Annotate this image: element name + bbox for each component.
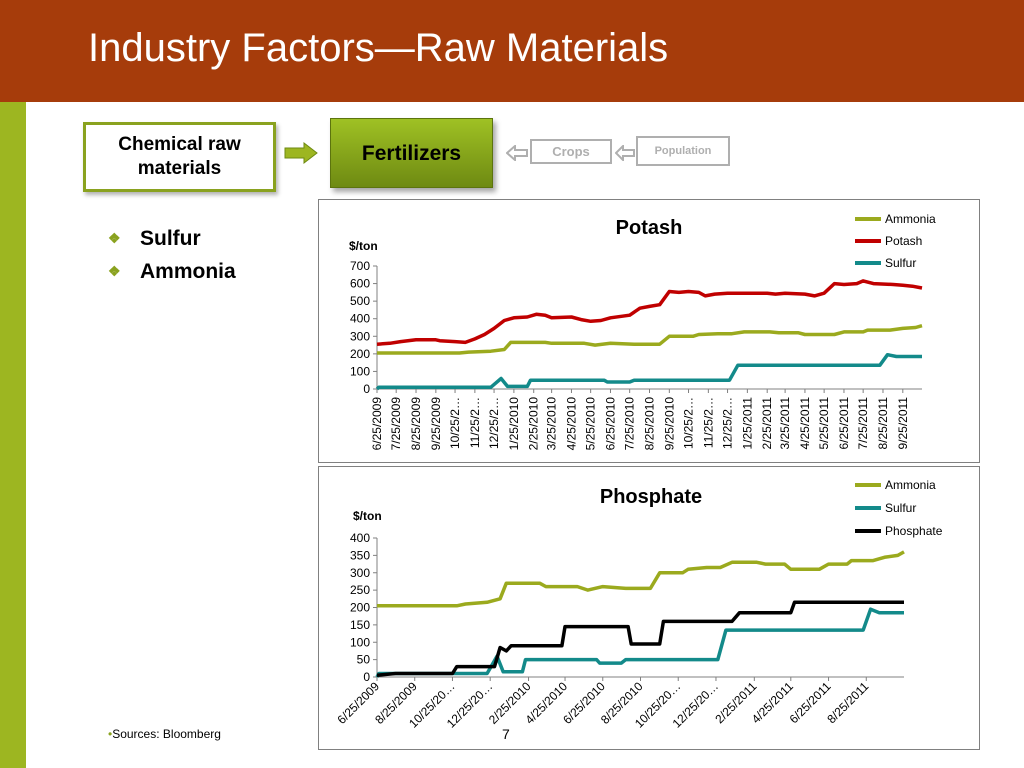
fertilizers-box: Fertilizers bbox=[330, 118, 493, 188]
y-tick-label: 50 bbox=[357, 653, 371, 667]
legend-label: Phosphate bbox=[885, 524, 943, 538]
fertilizers-label: Fertilizers bbox=[361, 142, 462, 165]
green-arrow-icon bbox=[284, 142, 318, 164]
x-tick-label: 11/25/2… bbox=[468, 397, 482, 448]
x-tick-label: 9/25/2010 bbox=[662, 397, 676, 451]
series-line-potash bbox=[376, 279, 923, 346]
bullet-text: Ammonia bbox=[140, 259, 236, 283]
x-tick-label: 4/25/2011 bbox=[798, 397, 812, 450]
x-tick-label: 12/25/2… bbox=[721, 397, 735, 449]
x-tick-label: 10/25/2… bbox=[448, 397, 462, 449]
x-tick-label: 7/25/2010 bbox=[623, 397, 637, 451]
diamond-bullet-icon: ❖ bbox=[108, 230, 121, 246]
x-tick-label: 8/25/2011 bbox=[824, 679, 871, 726]
x-tick-label: 5/25/2011 bbox=[817, 397, 831, 450]
y-tick-label: 300 bbox=[350, 566, 370, 580]
crops-label: Crops bbox=[552, 144, 590, 159]
x-tick-label: 8/25/2009 bbox=[409, 397, 423, 451]
y-tick-label: 400 bbox=[350, 312, 370, 326]
sources-note: •Sources: Bloomberg bbox=[108, 727, 221, 741]
bullet-dot-icon: • bbox=[108, 727, 113, 741]
bullet-text: Sulfur bbox=[140, 226, 201, 250]
x-tick-label: 7/25/2009 bbox=[389, 397, 403, 451]
x-tick-label: 8/25/2010 bbox=[643, 397, 657, 451]
sources-text: Sources: Bloomberg bbox=[112, 727, 221, 741]
bullet-item: ❖ Ammonia bbox=[108, 255, 236, 288]
chart-title: Potash bbox=[616, 217, 683, 239]
y-tick-label: 400 bbox=[350, 531, 370, 545]
x-tick-label: 3/25/2011 bbox=[778, 397, 792, 450]
series-line-ammonia bbox=[377, 324, 923, 355]
crops-box: Crops bbox=[530, 139, 612, 164]
y-tick-label: 100 bbox=[350, 364, 370, 378]
legend-label: Sulfur bbox=[885, 501, 916, 515]
phosphate-chart-svg: Phosphate$/ton0501001502002503003504006/… bbox=[334, 478, 943, 731]
population-label: Population bbox=[654, 145, 712, 157]
y-tick-label: 500 bbox=[350, 294, 370, 308]
y-tick-label: 700 bbox=[350, 259, 370, 273]
slide-title: Industry Factors—Raw Materials bbox=[88, 26, 669, 70]
y-tick-label: 0 bbox=[363, 670, 370, 684]
x-tick-label: 9/25/2009 bbox=[429, 397, 443, 451]
y-tick-label: 250 bbox=[350, 583, 370, 597]
chemical-raw-materials-label: Chemical raw materials bbox=[118, 134, 241, 179]
x-tick-label: 7/25/2011 bbox=[856, 397, 870, 450]
bullet-list: ❖ Sulfur ❖ Ammonia bbox=[108, 222, 236, 288]
y-tick-label: 300 bbox=[350, 329, 370, 343]
x-tick-label: 5/25/2010 bbox=[584, 397, 598, 451]
series-line-sulfur bbox=[375, 352, 922, 391]
y-tick-label: 150 bbox=[350, 618, 370, 632]
x-tick-label: 6/25/2010 bbox=[603, 397, 617, 451]
series-line-ammonia bbox=[377, 550, 905, 608]
bullet-item: ❖ Sulfur bbox=[108, 222, 236, 255]
gray-arrow-left-icon bbox=[615, 145, 635, 161]
potash-chart-svg: Potash $/ton 0 100 200 300 400 500 600 700 6/25/20… bbox=[349, 212, 936, 451]
x-tick-label: 1/25/2011 bbox=[740, 397, 754, 450]
slide-header: Industry Factors—Raw Materials bbox=[0, 0, 1024, 102]
x-tick-label: 12/25/2… bbox=[487, 397, 501, 449]
y-tick-label: 0 bbox=[363, 382, 370, 396]
chemical-raw-materials-box: Chemical raw materials bbox=[83, 122, 276, 192]
x-tick-label: 3/25/2010 bbox=[545, 397, 559, 451]
phosphate-chart: Phosphate $/ton 0 50 100 150 200 250 300 350 400 6/… bbox=[318, 466, 980, 750]
y-axis-label: $/ton bbox=[353, 509, 382, 523]
legend-label: Ammonia bbox=[885, 212, 936, 226]
series-line-phosphate bbox=[376, 600, 904, 678]
x-tick-label: 9/25/2011 bbox=[896, 397, 910, 450]
x-tick-label: 2/25/2011 bbox=[760, 397, 774, 450]
y-tick-label: 600 bbox=[350, 277, 370, 291]
y-tick-label: 350 bbox=[350, 548, 370, 562]
series-line-sulfur bbox=[375, 607, 904, 678]
x-tick-label: 8/25/2011 bbox=[876, 397, 890, 450]
x-tick-label: 6/25/2009 bbox=[370, 397, 384, 451]
x-tick-label: 10/25/2… bbox=[682, 397, 696, 449]
y-axis-label: $/ton bbox=[349, 239, 378, 253]
population-box: Population bbox=[636, 136, 730, 166]
y-tick-label: 200 bbox=[350, 601, 370, 615]
x-tick-label: 1/25/2010 bbox=[507, 397, 521, 451]
chart-title: Phosphate bbox=[600, 486, 702, 508]
y-tick-label: 100 bbox=[350, 635, 370, 649]
x-tick-label: 2/25/2010 bbox=[527, 397, 541, 451]
legend-label: Sulfur bbox=[885, 256, 916, 270]
legend-label: Ammonia bbox=[885, 478, 936, 492]
legend-label: Potash bbox=[885, 234, 922, 248]
left-accent-bar bbox=[0, 102, 26, 768]
x-tick-label: 6/25/2011 bbox=[837, 397, 851, 450]
x-tick-label: 11/25/2… bbox=[701, 397, 715, 448]
x-tick-label: 4/25/2010 bbox=[564, 397, 578, 451]
diamond-bullet-icon: ❖ bbox=[108, 263, 121, 279]
page-number: 7 bbox=[502, 726, 510, 742]
gray-arrow-left-icon bbox=[506, 145, 528, 161]
potash-chart: Potash $/ton 0 100 200 300 400 500 600 700 6/25/20… bbox=[318, 199, 980, 463]
y-tick-label: 200 bbox=[350, 347, 370, 361]
